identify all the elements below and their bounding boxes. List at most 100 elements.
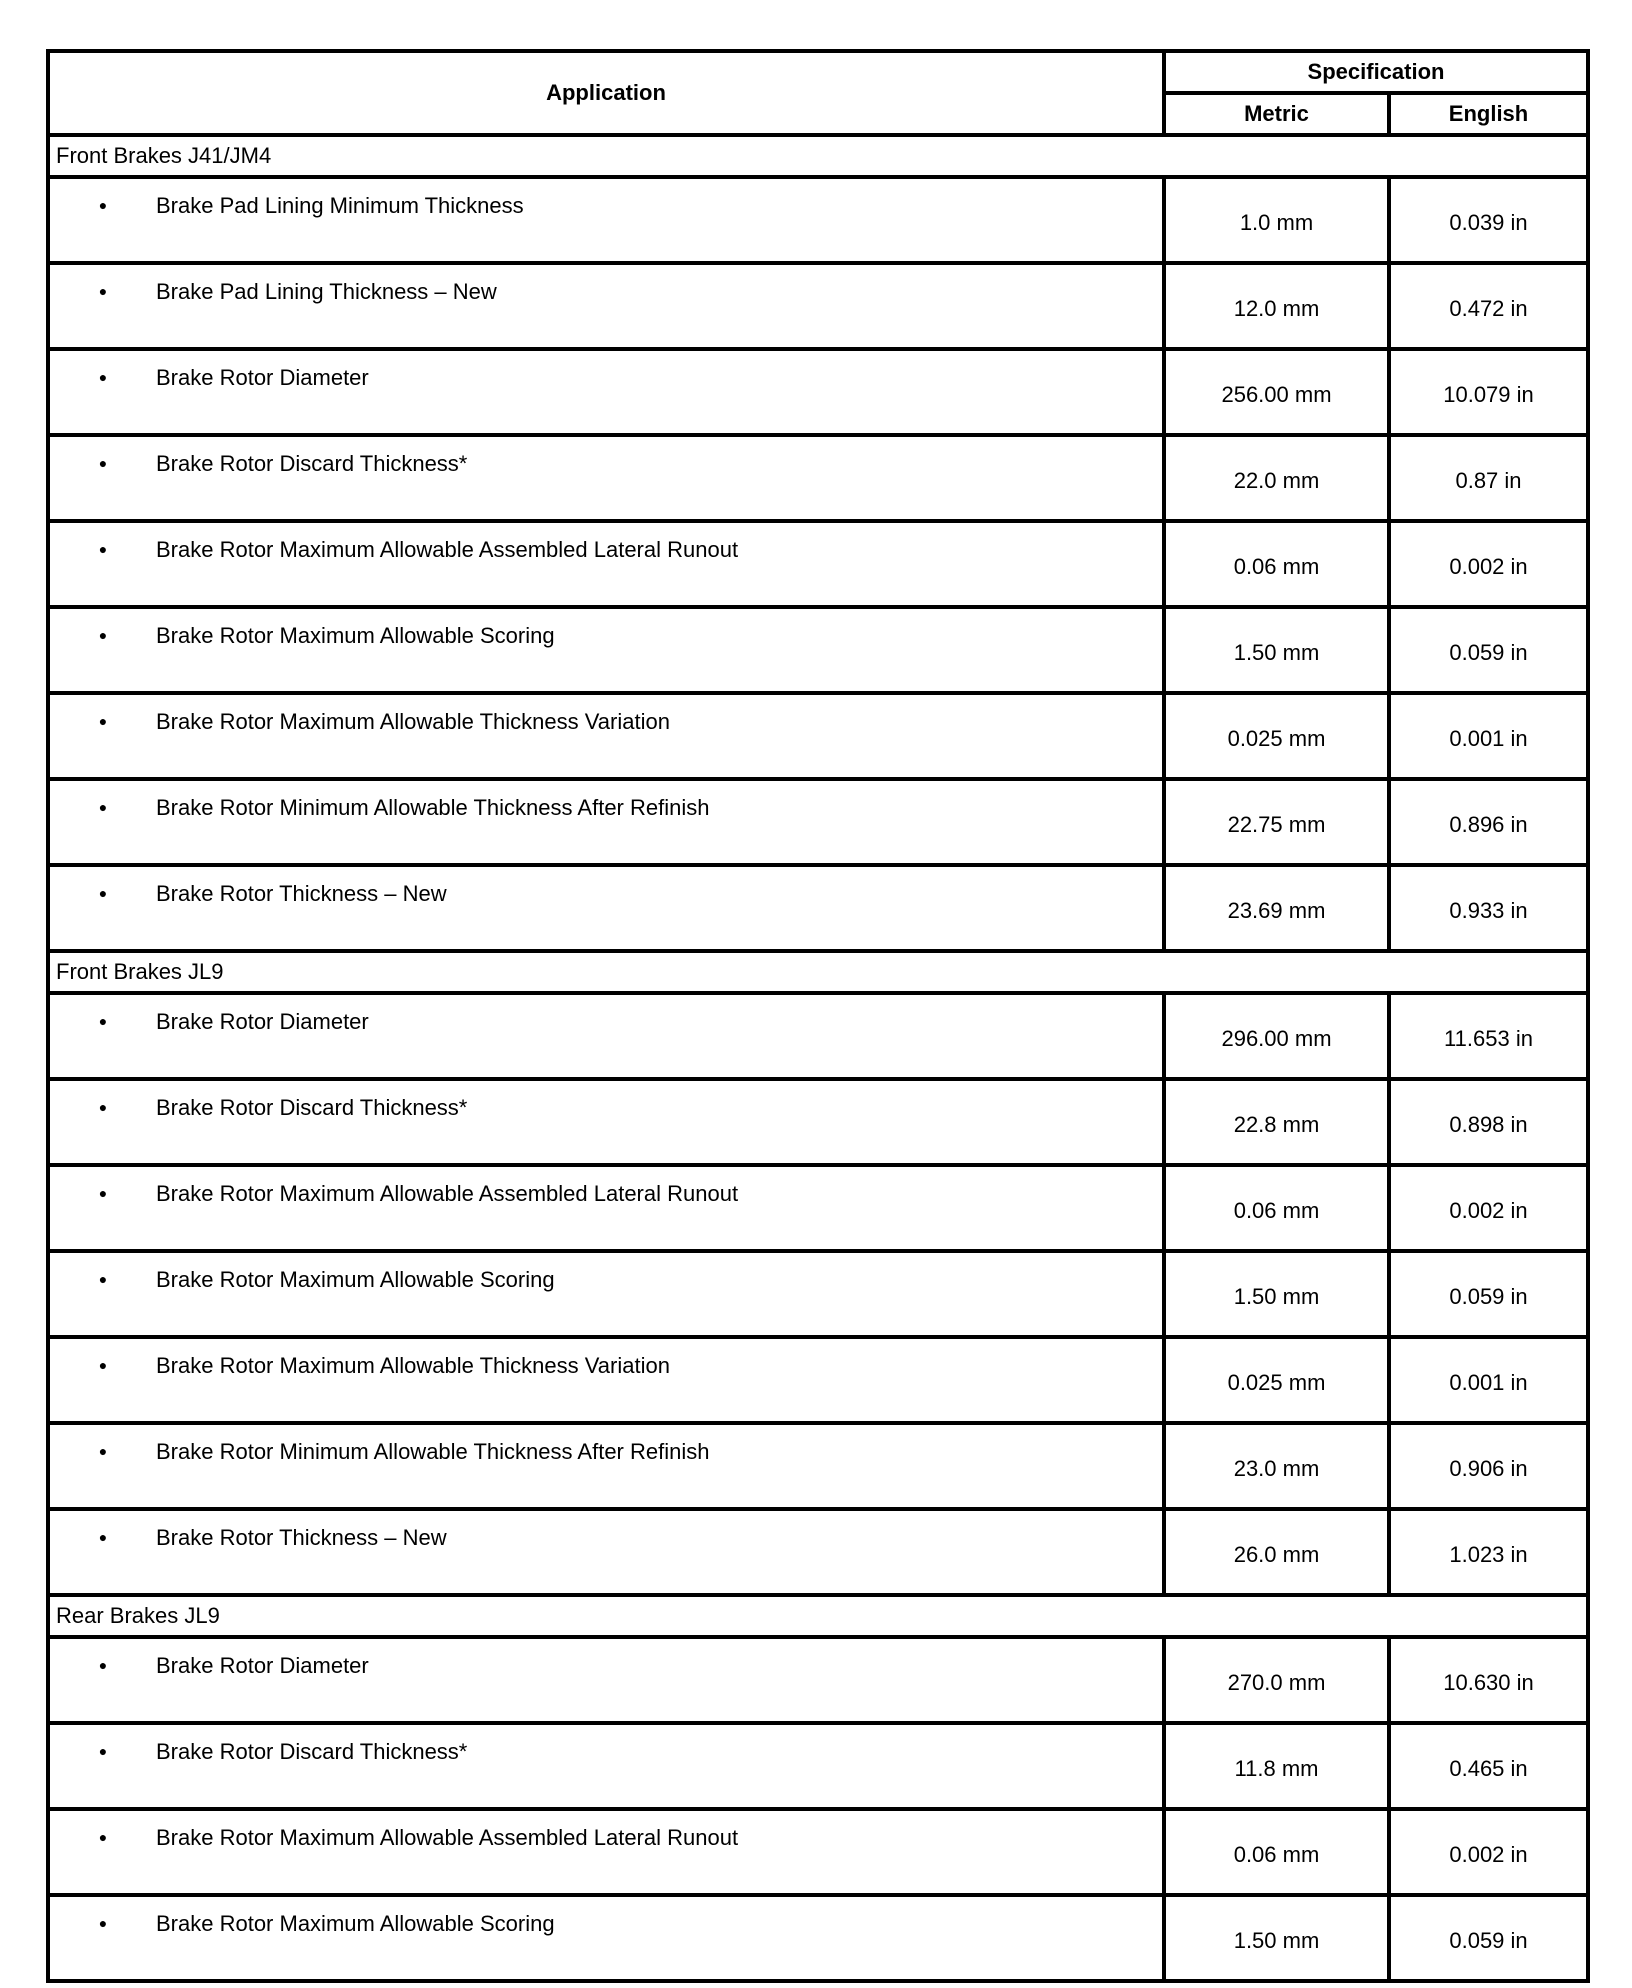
- item-label: Brake Rotor Maximum Allowable Assembled …: [156, 537, 739, 562]
- metric-value: 26.0 mm: [1162, 1507, 1391, 1597]
- english-value: 0.001 in: [1386, 1335, 1591, 1425]
- item-label: Brake Rotor Diameter: [156, 1009, 369, 1034]
- metric-value: 22.0 mm: [1162, 433, 1391, 523]
- english-value: 11.653 in: [1386, 991, 1591, 1081]
- metric-header: Metric: [1162, 91, 1391, 137]
- table-row: ● Brake Rotor Discard Thickness* 22.0 mm …: [46, 433, 1591, 523]
- english-value: 10.630 in: [1386, 1635, 1591, 1725]
- english-value: 0.059 in: [1386, 605, 1591, 695]
- metric-value: 1.50 mm: [1162, 605, 1391, 695]
- application-cell: ● Brake Rotor Maximum Allowable Scoring: [46, 1893, 1166, 1983]
- table-row: ● Brake Rotor Maximum Allowable Assembled…: [46, 1807, 1591, 1897]
- metric-value: 0.025 mm: [1162, 1335, 1391, 1425]
- metric-value: 296.00 mm: [1162, 991, 1391, 1081]
- english-value: 10.079 in: [1386, 347, 1591, 437]
- metric-value: 23.69 mm: [1162, 863, 1391, 953]
- application-cell: ● Brake Rotor Diameter: [46, 347, 1166, 437]
- item-label: Brake Rotor Discard Thickness*: [156, 451, 468, 476]
- application-cell: ● Brake Rotor Minimum Allowable Thickness…: [46, 777, 1166, 867]
- metric-value: 0.06 mm: [1162, 1807, 1391, 1897]
- specification-table: Application Specification Metric English…: [45, 49, 1591, 1983]
- english-value: 0.039 in: [1386, 175, 1591, 265]
- table-row: ● Brake Rotor Minimum Allowable Thickness…: [46, 777, 1591, 867]
- bullet-icon: ●: [98, 799, 108, 815]
- metric-value: 12.0 mm: [1162, 261, 1391, 351]
- metric-value: 23.0 mm: [1162, 1421, 1391, 1511]
- table-row: ● Brake Rotor Diameter 270.0 mm 10.630 in: [46, 1635, 1591, 1725]
- application-cell: ● Brake Rotor Maximum Allowable Scoring: [46, 1249, 1166, 1339]
- bullet-icon: ●: [98, 369, 108, 385]
- table-row: ● Brake Rotor Maximum Allowable Scoring 1…: [46, 1893, 1591, 1983]
- bullet-icon: ●: [98, 283, 108, 299]
- english-value: 0.906 in: [1386, 1421, 1591, 1511]
- bullet-icon: ●: [98, 1657, 108, 1673]
- metric-value: 22.75 mm: [1162, 777, 1391, 867]
- item-label: Brake Rotor Diameter: [156, 1653, 369, 1678]
- bullet-icon: ●: [98, 1915, 108, 1931]
- metric-value: 0.025 mm: [1162, 691, 1391, 781]
- table-row: ● Brake Rotor Discard Thickness* 11.8 mm …: [46, 1721, 1591, 1811]
- english-value: 0.002 in: [1386, 1163, 1591, 1253]
- table-row: ● Brake Pad Lining Thickness – New 12.0 m…: [46, 261, 1591, 351]
- item-label: Brake Rotor Thickness – New: [156, 881, 447, 906]
- application-cell: ● Brake Pad Lining Minimum Thickness: [46, 175, 1166, 265]
- english-value: 0.933 in: [1386, 863, 1591, 953]
- table-row: ● Brake Rotor Thickness – New 23.69 mm 0.…: [46, 863, 1591, 953]
- english-value: 0.465 in: [1386, 1721, 1591, 1811]
- application-cell: ● Brake Rotor Thickness – New: [46, 863, 1166, 953]
- bullet-icon: ●: [98, 627, 108, 643]
- table-row: ● Brake Pad Lining Minimum Thickness 1.0 …: [46, 175, 1591, 265]
- english-value: 0.002 in: [1386, 519, 1591, 609]
- english-value: 0.059 in: [1386, 1893, 1591, 1983]
- metric-value: 1.50 mm: [1162, 1893, 1391, 1983]
- metric-value: 256.00 mm: [1162, 347, 1391, 437]
- metric-value: 1.0 mm: [1162, 175, 1391, 265]
- bullet-icon: ●: [98, 1443, 108, 1459]
- bullet-icon: ●: [98, 885, 108, 901]
- bullet-icon: ●: [98, 1013, 108, 1029]
- application-cell: ● Brake Pad Lining Thickness – New: [46, 261, 1166, 351]
- metric-value: 1.50 mm: [1162, 1249, 1391, 1339]
- table-row: ● Brake Rotor Diameter 256.00 mm 10.079 i…: [46, 347, 1591, 437]
- item-label: Brake Rotor Maximum Allowable Thickness …: [156, 709, 670, 734]
- section-row: Rear Brakes JL9: [45, 1593, 1591, 1639]
- english-value: 0.898 in: [1386, 1077, 1591, 1167]
- section-title: Rear Brakes JL9: [45, 1593, 1591, 1639]
- table-row: ● Brake Rotor Maximum Allowable Scoring 1…: [46, 1249, 1591, 1339]
- application-cell: ● Brake Rotor Maximum Allowable Assembled…: [46, 1807, 1166, 1897]
- application-cell: ● Brake Rotor Maximum Allowable Assembled…: [46, 519, 1166, 609]
- table-row: ● Brake Rotor Maximum Allowable Assembled…: [46, 1163, 1591, 1253]
- table-row: ● Brake Rotor Minimum Allowable Thickness…: [46, 1421, 1591, 1511]
- english-value: 0.896 in: [1386, 777, 1591, 867]
- bullet-icon: ●: [98, 1099, 108, 1115]
- item-label: Brake Rotor Minimum Allowable Thickness …: [156, 795, 710, 820]
- application-cell: ● Brake Rotor Diameter: [46, 1635, 1166, 1725]
- table-row: ● Brake Rotor Maximum Allowable Assembled…: [46, 519, 1591, 609]
- item-label: Brake Rotor Maximum Allowable Scoring: [156, 623, 555, 648]
- bullet-icon: ●: [98, 541, 108, 557]
- item-label: Brake Rotor Discard Thickness*: [156, 1095, 468, 1120]
- section-title: Front Brakes JL9: [45, 949, 1591, 995]
- application-cell: ● Brake Rotor Maximum Allowable Thickness…: [46, 1335, 1166, 1425]
- section-row: Front Brakes JL9: [45, 949, 1591, 995]
- section-title: Front Brakes J41/JM4: [45, 133, 1591, 179]
- item-label: Brake Pad Lining Thickness – New: [156, 279, 497, 304]
- table-row: ● Brake Rotor Discard Thickness* 22.8 mm …: [46, 1077, 1591, 1167]
- item-label: Brake Rotor Discard Thickness*: [156, 1739, 468, 1764]
- bullet-icon: ●: [98, 713, 108, 729]
- application-cell: ● Brake Rotor Maximum Allowable Scoring: [46, 605, 1166, 695]
- table-row: ● Brake Rotor Maximum Allowable Thickness…: [46, 691, 1591, 781]
- item-label: Brake Rotor Maximum Allowable Thickness …: [156, 1353, 670, 1378]
- metric-value: 0.06 mm: [1162, 1163, 1391, 1253]
- application-cell: ● Brake Rotor Discard Thickness*: [46, 433, 1166, 523]
- item-label: Brake Rotor Maximum Allowable Scoring: [156, 1911, 555, 1936]
- bullet-icon: ●: [98, 1529, 108, 1545]
- bullet-icon: ●: [98, 1743, 108, 1759]
- application-cell: ● Brake Rotor Minimum Allowable Thickness…: [46, 1421, 1166, 1511]
- application-cell: ● Brake Rotor Thickness – New: [46, 1507, 1166, 1597]
- specification-header: Specification: [1161, 49, 1591, 95]
- bullet-icon: ●: [98, 455, 108, 471]
- item-label: Brake Rotor Maximum Allowable Scoring: [156, 1267, 555, 1292]
- item-label: Brake Pad Lining Minimum Thickness: [156, 193, 524, 218]
- english-value: 0.059 in: [1386, 1249, 1591, 1339]
